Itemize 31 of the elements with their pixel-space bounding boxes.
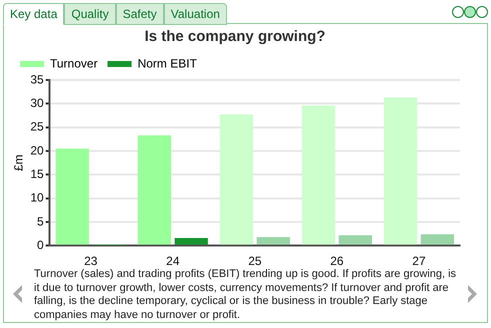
text: Valuation [164, 3, 227, 25]
bar [174, 238, 208, 245]
y-tick-label: 30 [30, 96, 44, 110]
bar [256, 237, 290, 245]
y-tick-label: 10 [30, 190, 44, 205]
bar [338, 235, 372, 245]
text: Quality [64, 3, 116, 25]
text: Turnover (sales) and trading profits (EBIT) trending up is good. If profits are growing, is it due to turnover growth, lower costs, currency movements? If turnover and profit are falling, is the decline temporary, cyclical or is the business in trouble? Early stage companies may have no turnover or profit. [34, 268, 458, 322]
y-tick-label: 25 [30, 120, 44, 134]
y-tick-label: 5 [37, 214, 44, 228]
y-tick-label: 0 [37, 238, 44, 252]
y-tick-label: 35 [30, 72, 44, 86]
y-axis-title: £m [12, 154, 26, 172]
bar [56, 148, 89, 245]
legend-label: Norm EBIT [138, 56, 198, 70]
bar [420, 234, 454, 245]
text: Safety [116, 3, 164, 25]
bar [138, 135, 171, 245]
text: Key data [3, 3, 64, 25]
chart-title: Is the company growing? [144, 28, 326, 46]
x-tick-label: 26 [330, 254, 344, 268]
bar [384, 98, 418, 245]
x-tick-label: 25 [248, 254, 262, 268]
bar [220, 114, 254, 245]
x-tick-label: 27 [412, 254, 426, 268]
y-tick-label: 20 [30, 143, 44, 158]
x-tick-label: 24 [166, 254, 180, 268]
legend-label: Turnover [50, 56, 98, 70]
y-tick-label: 15 [30, 166, 44, 181]
bar [302, 106, 336, 245]
x-tick-label: 23 [84, 254, 98, 268]
